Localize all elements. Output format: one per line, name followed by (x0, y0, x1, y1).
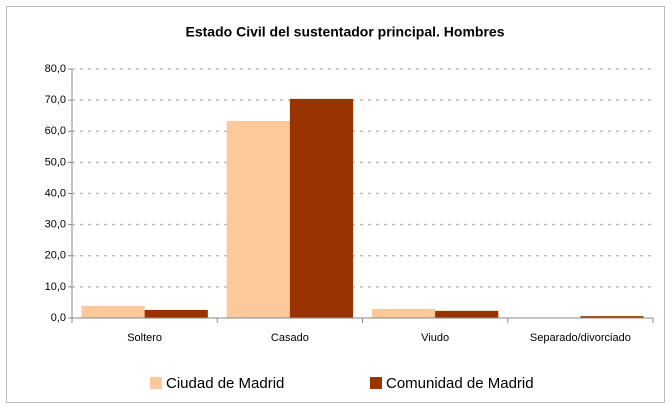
bar (144, 309, 208, 318)
legend-label: Comunidad de Madrid (386, 375, 534, 392)
x-tick-label: Soltero (127, 332, 162, 344)
bar (226, 120, 290, 318)
y-tick-label: 70,0 (45, 94, 66, 106)
legend-swatch (370, 377, 382, 389)
y-tick-label: 30,0 (45, 219, 66, 231)
y-tick-label: 10,0 (45, 281, 66, 293)
legend-swatch (150, 377, 162, 389)
x-tick-label: Casado (271, 332, 309, 344)
bar (81, 305, 145, 318)
y-tick-label: 60,0 (45, 125, 66, 137)
bar (580, 316, 644, 318)
chart-title: Estado Civil del sustentador principal. … (186, 24, 505, 40)
y-tick-label: 20,0 (45, 250, 66, 262)
x-tick-label: Separado/divorciado (530, 332, 631, 344)
y-tick-label: 50,0 (45, 156, 66, 168)
legend-label: Ciudad de Madrid (166, 375, 284, 392)
x-tick-label: Viudo (421, 332, 449, 344)
bar (371, 308, 436, 318)
y-tick-label: 80,0 (45, 63, 66, 75)
bar (435, 310, 499, 318)
y-tick-label: 0,0 (51, 312, 66, 324)
y-tick-label: 40,0 (45, 187, 66, 199)
bar (289, 98, 354, 318)
